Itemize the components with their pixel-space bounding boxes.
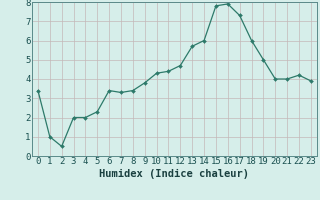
- X-axis label: Humidex (Indice chaleur): Humidex (Indice chaleur): [100, 169, 249, 179]
